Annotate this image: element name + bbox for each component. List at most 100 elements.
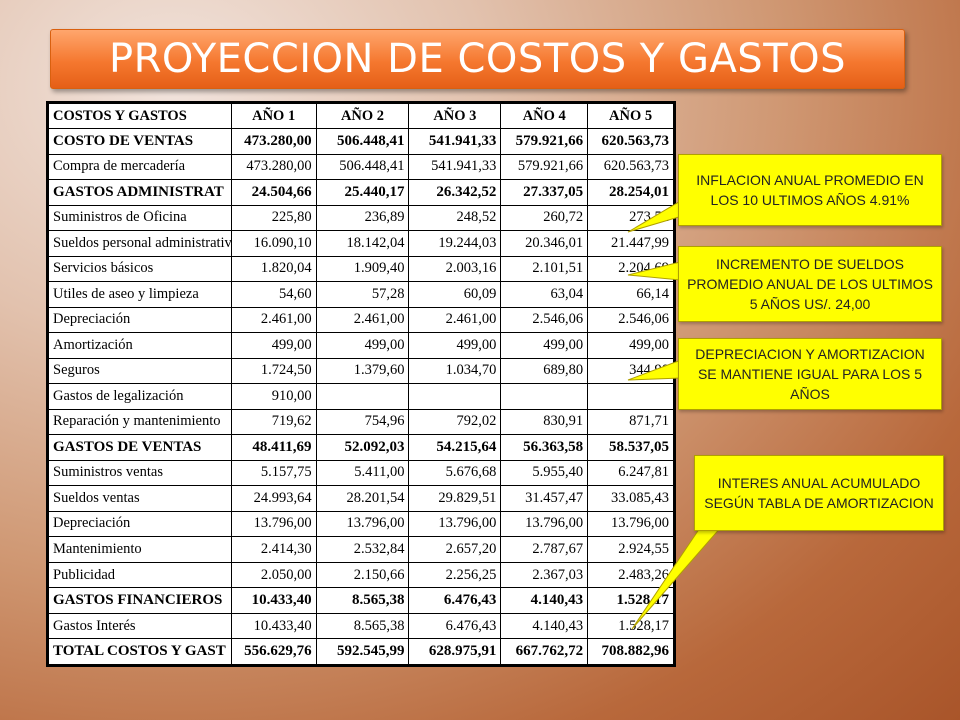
table-row: Depreciación 2.461,00 2.461,00 2.461,00 2.54… (48, 306, 674, 334)
table-cell (315, 383, 410, 410)
row-label: TOTAL COSTOS Y GAST (48, 638, 232, 665)
table-row: Suministros de Oficina 225,80 236,89 248,52… (48, 204, 674, 232)
table-cell: 29.829,51 (408, 485, 502, 512)
table-cell: 592.545,99 (315, 638, 410, 665)
table-cell: 16.090,10 (230, 230, 317, 257)
table-cell: 1.724,50 (230, 357, 317, 385)
table-row: GASTOS FINANCIEROS 10.433,40 8.565,38 6.476… (48, 587, 674, 614)
table-cell: 6.247,81 (587, 459, 674, 487)
table-cell: 31.457,47 (500, 485, 589, 512)
column-header: AÑO 5 (587, 103, 674, 129)
table-cell: 28.254,01 (587, 179, 674, 206)
table-cell: 5.676,68 (408, 459, 502, 487)
column-header: AÑO 2 (315, 103, 410, 129)
table-row: Reparación y mantenimiento 719,62 754,96 79… (48, 408, 674, 436)
table-cell: 1.909,40 (315, 255, 410, 283)
callout-text: INTERES ANUAL ACUMULADO SEGÚN TABLA DE A… (704, 475, 934, 511)
row-label: Suministros de Oficina (48, 204, 232, 232)
table-cell: 579.921,66 (500, 153, 589, 181)
row-label: Depreciación (48, 510, 232, 538)
table-cell: 273,52 (587, 204, 674, 232)
table-cell: 620.563,73 (587, 128, 674, 155)
table-row: Amortización 499,00 499,00 499,00 499,00 499,… (48, 332, 674, 359)
table-cell: 344,90 (587, 357, 674, 385)
column-header: AÑO 1 (230, 103, 317, 129)
table-cell: 26.342,52 (408, 179, 502, 206)
table-cell: 2.256,25 (408, 561, 502, 589)
table-cell: 63,04 (500, 281, 589, 308)
table-cell: 628.975,91 (408, 638, 502, 665)
table-cell: 25.440,17 (315, 179, 410, 206)
table-cell: 2.546,06 (587, 306, 674, 334)
table-cell: 20.346,01 (500, 230, 589, 257)
callout-text: INFLACION ANUAL PROMEDIO EN LOS 10 ULTIM… (696, 172, 924, 208)
table-cell: 52.092,03 (315, 434, 410, 461)
table-cell: 2.204,69 (587, 255, 674, 283)
table-cell: 21.447,99 (587, 230, 674, 257)
table-cell: 910,00 (230, 383, 317, 410)
row-label: Servicios básicos (48, 255, 232, 283)
table-row: Compra de mercadería 473.280,00 506.448,41… (48, 153, 674, 181)
table-cell: 24.504,66 (230, 179, 317, 206)
table-cell: 506.448,41 (315, 128, 410, 155)
table-cell: 2.461,00 (408, 306, 502, 334)
callout-text: DEPRECIACION Y AMORTIZACION SE MANTIENE … (695, 346, 925, 402)
row-label: Suministros ventas (48, 459, 232, 487)
table-cell: 541.941,33 (408, 153, 502, 181)
table-cell: 5.157,75 (230, 459, 317, 487)
table-cell: 19.244,03 (408, 230, 502, 257)
table-cell: 792,02 (408, 408, 502, 436)
table-cell: 1.034,70 (408, 357, 502, 385)
row-label: Compra de mercadería (48, 153, 232, 181)
cost-projection-table: COSTOS Y GASTOS AÑO 1 AÑO 2 AÑO 3 AÑO 4 … (46, 101, 676, 667)
table-cell: 499,00 (315, 332, 410, 359)
table-row: GASTOS DE VENTAS 48.411,69 52.092,03 54.215… (48, 434, 674, 461)
table-cell: 13.796,00 (230, 510, 317, 538)
table-cell: 2.003,16 (408, 255, 502, 283)
row-label: Reparación y mantenimiento (48, 408, 232, 436)
column-header: COSTOS Y GASTOS (48, 103, 232, 129)
table-cell: 225,80 (230, 204, 317, 232)
table-cell: 473.280,00 (230, 153, 317, 181)
row-label: Publicidad (48, 561, 232, 589)
table-cell: 8.565,38 (315, 612, 410, 640)
table-cell: 18.142,04 (315, 230, 410, 257)
table-row: Sueldos ventas 24.993,64 28.201,54 29.829,5… (48, 485, 674, 512)
page-title: PROYECCION DE COSTOS Y GASTOS (108, 36, 847, 82)
table-cell: 2.483,26 (587, 561, 674, 589)
table-header-row: COSTOS Y GASTOS AÑO 1 AÑO 2 AÑO 3 AÑO 4 … (48, 103, 674, 129)
callout-inflation: INFLACION ANUAL PROMEDIO EN LOS 10 ULTIM… (678, 154, 942, 226)
table-cell: 1.820,04 (230, 255, 317, 283)
table-cell: 473.280,00 (230, 128, 317, 155)
title-banner: PROYECCION DE COSTOS Y GASTOS (50, 29, 905, 89)
table-cell: 27.337,05 (500, 179, 589, 206)
table-cell: 2.414,30 (230, 536, 317, 563)
callout-depreciation: DEPRECIACION Y AMORTIZACION SE MANTIENE … (678, 338, 942, 410)
table-cell (500, 383, 589, 410)
table-cell: 2.657,20 (408, 536, 502, 563)
row-label: Utiles de aseo y limpieza (48, 281, 232, 308)
table-row: Publicidad 2.050,00 2.150,66 2.256,25 2.367,… (48, 561, 674, 589)
table-row: Sueldos personal administrativ 16.090,10 1… (48, 230, 674, 257)
row-label: Amortización (48, 332, 232, 359)
table-cell: 6.476,43 (408, 612, 502, 640)
callout-salary-increase: INCREMENTO DE SUELDOS PROMEDIO ANUAL DE … (678, 246, 942, 322)
table-cell: 260,72 (500, 204, 589, 232)
table-cell: 13.796,00 (408, 510, 502, 538)
row-label: COSTO DE VENTAS (48, 128, 232, 155)
table-cell: 2.461,00 (315, 306, 410, 334)
table-cell: 5.955,40 (500, 459, 589, 487)
table-cell: 667.762,72 (500, 638, 589, 665)
table-cell: 33.085,43 (587, 485, 674, 512)
table-cell: 754,96 (315, 408, 410, 436)
table-cell: 499,00 (500, 332, 589, 359)
row-label: Seguros (48, 357, 232, 385)
table-cell: 13.796,00 (315, 510, 410, 538)
table-cell: 5.411,00 (315, 459, 410, 487)
table-cell: 24.993,64 (230, 485, 317, 512)
table-cell: 57,28 (315, 281, 410, 308)
table-cell: 4.140,43 (500, 612, 589, 640)
table-cell: 2.101,51 (500, 255, 589, 283)
table-cell: 56.363,58 (500, 434, 589, 461)
table-cell: 13.796,00 (587, 510, 674, 538)
